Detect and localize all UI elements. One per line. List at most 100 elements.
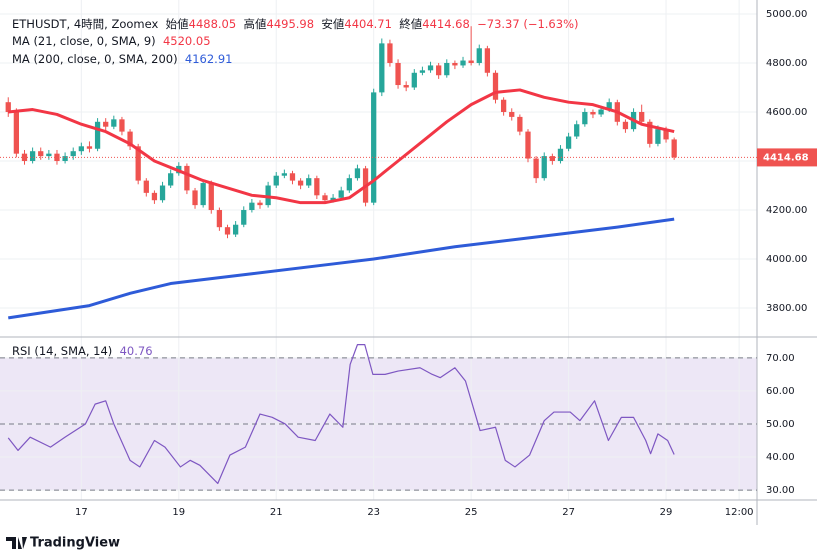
candle-body xyxy=(184,165,190,191)
candle-body xyxy=(655,129,661,144)
candle-body xyxy=(265,185,271,206)
candle-body xyxy=(509,111,515,117)
candle-body xyxy=(395,62,401,86)
x-tick-label: 23 xyxy=(367,507,380,518)
tradingview-logo xyxy=(6,537,27,549)
y-tick-label: 4800.00 xyxy=(766,58,807,69)
candle-body xyxy=(297,180,304,186)
low-label: 安値 xyxy=(321,17,345,31)
ma200-name: MA (200, close, 0, SMA, 200) xyxy=(12,52,178,66)
candle-body xyxy=(484,48,491,73)
candle-body xyxy=(86,146,93,149)
candle-body xyxy=(232,224,239,235)
footer-brand: TradingView xyxy=(30,536,120,551)
candle-body xyxy=(444,62,450,76)
candle-body xyxy=(525,131,531,159)
ma200-value: 4162.91 xyxy=(184,52,233,66)
symbol-header: ETHUSDT, 4時間, Zoomex 始値4488.05 高値4495.98… xyxy=(12,16,578,32)
candle-body xyxy=(436,65,442,76)
rsi-legend: RSI (14, SMA, 14) 40.76 xyxy=(12,344,153,358)
candle-body xyxy=(427,65,434,71)
candle-body xyxy=(13,111,20,154)
close-label: 終値 xyxy=(399,17,423,31)
candle-body xyxy=(314,178,320,196)
x-tick-label: 27 xyxy=(562,507,575,518)
candle-body xyxy=(492,72,499,100)
candle-body xyxy=(62,156,68,162)
candle-body xyxy=(582,111,588,125)
change: −73.37 (−1.63%) xyxy=(477,17,579,31)
x-tick-label: 17 xyxy=(75,507,88,518)
candle-body xyxy=(103,121,109,127)
candle-body xyxy=(460,60,466,66)
candle-body xyxy=(38,151,44,157)
last-price-label: 4414.68 xyxy=(763,152,809,163)
candle-body xyxy=(403,85,409,88)
candle-body xyxy=(273,175,279,186)
close-value: 4414.68 xyxy=(422,17,470,31)
candle-body xyxy=(289,173,296,181)
candle-body xyxy=(168,173,174,186)
moving-average-line xyxy=(8,88,675,205)
candle-body xyxy=(330,197,336,201)
open-label: 始値 xyxy=(165,17,189,31)
candle-body xyxy=(500,99,507,112)
x-tick-label: 19 xyxy=(172,507,185,518)
candle-body xyxy=(192,190,198,206)
ma21-name: MA (21, close, 0, SMA, 9) xyxy=(12,34,156,48)
rsi-tick-label: 60.00 xyxy=(766,386,795,397)
candle-body xyxy=(639,111,645,122)
candle-body xyxy=(371,92,377,203)
candle-body xyxy=(306,178,312,186)
candle-body xyxy=(127,131,133,147)
symbol: ETHUSDT, 4時間, Zoomex xyxy=(12,17,159,31)
candle-body xyxy=(622,121,629,130)
rsi-line xyxy=(7,344,675,485)
rsi-tick-label: 70.00 xyxy=(766,353,795,364)
ma200-legend: MA (200, close, 0, SMA, 200) 4162.91 xyxy=(12,52,232,66)
candle-body xyxy=(590,111,596,115)
candle-body xyxy=(46,153,52,157)
open-value: 4488.05 xyxy=(188,17,237,31)
candle-body xyxy=(216,210,223,228)
candle-body xyxy=(541,156,547,179)
last-price-box xyxy=(757,148,817,167)
candle-body xyxy=(533,158,539,179)
candle-body xyxy=(452,62,458,66)
candle-body xyxy=(517,116,523,132)
candle-body xyxy=(574,124,580,137)
x-tick-label: 25 xyxy=(465,507,478,518)
rsi-tick-label: 50.00 xyxy=(766,419,795,430)
candle-body xyxy=(281,173,287,176)
high-label: 高値 xyxy=(243,17,267,31)
low-value: 4404.71 xyxy=(344,17,392,31)
candle-body xyxy=(241,210,247,225)
candle-body xyxy=(468,60,474,63)
moving-average-line xyxy=(8,217,675,320)
candle-body xyxy=(119,119,125,132)
candle-body xyxy=(159,185,166,201)
y-tick-label: 3800.00 xyxy=(766,303,807,314)
y-tick-label: 4000.00 xyxy=(766,254,807,265)
candle-body xyxy=(94,121,101,149)
candle-body xyxy=(354,168,361,179)
candle-body xyxy=(647,121,653,144)
candle-body xyxy=(70,151,76,157)
candle-body xyxy=(606,102,612,110)
candle-body xyxy=(379,43,385,93)
candle-body xyxy=(151,192,158,201)
candle-body xyxy=(419,70,426,73)
candle-body xyxy=(338,190,344,198)
x-tick-label: 12:00 xyxy=(725,507,754,518)
candle-body xyxy=(54,153,60,162)
candle-body xyxy=(257,202,263,206)
candle-body xyxy=(135,146,141,181)
candle-body xyxy=(111,119,117,127)
rsi-value: 40.76 xyxy=(119,344,153,358)
candle-body xyxy=(671,139,677,158)
candle-body xyxy=(249,202,255,211)
candle-body xyxy=(143,180,149,193)
candle-body xyxy=(476,48,482,63)
